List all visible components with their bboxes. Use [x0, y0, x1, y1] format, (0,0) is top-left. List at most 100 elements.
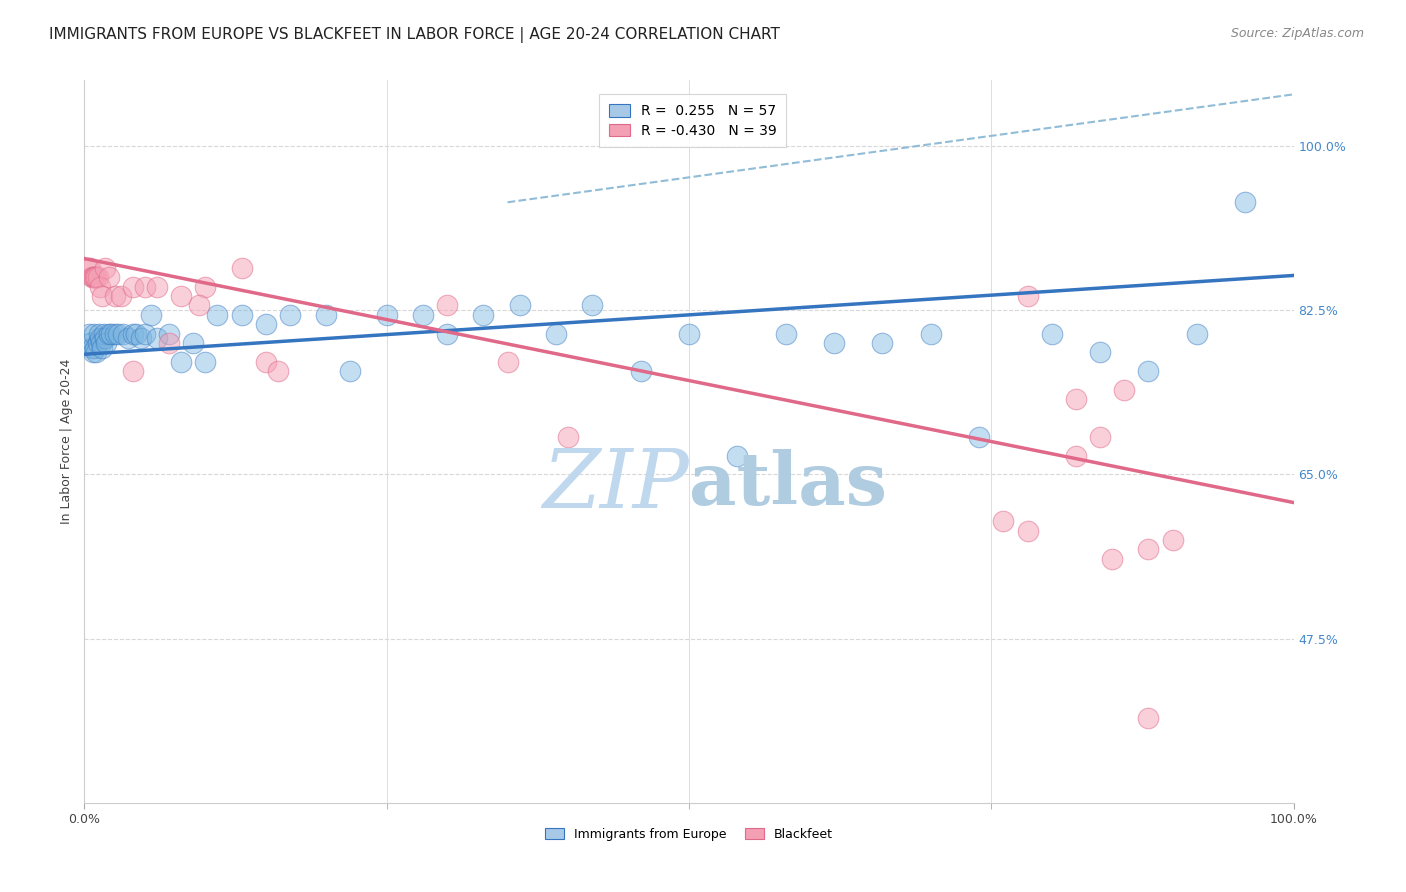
Point: [725, 449, 748, 463]
Point: [1161, 533, 1184, 547]
Point: [170, 355, 193, 369]
Point: [436, 326, 458, 341]
Point: [188, 298, 211, 312]
Point: [79, 336, 101, 351]
Text: IMMIGRANTS FROM EUROPE VS BLACKFEET IN LABOR FORCE | AGE 20-24 CORRELATION CHART: IMMIGRANTS FROM EUROPE VS BLACKFEET IN L…: [49, 27, 780, 43]
Point: [1064, 392, 1087, 407]
Point: [121, 364, 143, 378]
Point: [1185, 326, 1208, 341]
Point: [129, 331, 152, 345]
Point: [90, 336, 112, 351]
Point: [100, 326, 122, 341]
Point: [1017, 289, 1039, 303]
Text: atlas: atlas: [689, 450, 887, 520]
Point: [1114, 383, 1136, 397]
Point: [91, 289, 114, 303]
Point: [509, 298, 531, 312]
Point: [1088, 430, 1111, 444]
Point: [86, 345, 108, 359]
Point: [94, 336, 117, 351]
Point: [436, 298, 458, 312]
Point: [121, 326, 143, 341]
Point: [630, 364, 652, 378]
Point: [157, 326, 180, 341]
Point: [194, 279, 217, 293]
Point: [170, 289, 193, 303]
Point: [993, 514, 1015, 528]
Point: [82, 270, 104, 285]
Point: [1040, 326, 1063, 341]
Point: [412, 308, 434, 322]
Point: [84, 341, 107, 355]
Point: [93, 326, 115, 341]
Point: [544, 326, 567, 341]
Point: [315, 308, 337, 322]
Point: [89, 331, 111, 345]
Point: [82, 345, 104, 359]
Point: [80, 341, 103, 355]
Point: [472, 308, 495, 322]
Point: [134, 326, 156, 341]
Point: [125, 326, 148, 341]
Point: [967, 430, 990, 444]
Point: [678, 326, 700, 341]
Point: [146, 279, 169, 293]
Point: [121, 279, 143, 293]
Point: [1234, 195, 1257, 210]
Point: [112, 326, 135, 341]
Point: [1101, 551, 1123, 566]
Text: ZIP: ZIP: [543, 445, 689, 524]
Point: [86, 336, 108, 351]
Point: [267, 364, 290, 378]
Point: [231, 260, 253, 275]
Point: [1088, 345, 1111, 359]
Point: [920, 326, 942, 341]
Point: [339, 364, 361, 378]
Point: [79, 260, 101, 275]
Point: [77, 260, 100, 275]
Text: Source: ZipAtlas.com: Source: ZipAtlas.com: [1230, 27, 1364, 40]
Y-axis label: In Labor Force | Age 20-24: In Labor Force | Age 20-24: [60, 359, 73, 524]
Point: [83, 270, 105, 285]
Point: [91, 341, 114, 355]
Point: [87, 326, 110, 341]
Point: [89, 279, 111, 293]
Point: [1137, 542, 1160, 557]
Point: [97, 326, 120, 341]
Point: [117, 331, 139, 345]
Point: [83, 326, 105, 341]
Point: [146, 331, 169, 345]
Point: [231, 308, 253, 322]
Point: [581, 298, 603, 312]
Point: [1017, 524, 1039, 538]
Point: [194, 355, 217, 369]
Point: [94, 260, 117, 275]
Point: [86, 270, 108, 285]
Point: [872, 336, 894, 351]
Point: [77, 326, 100, 341]
Point: [104, 326, 127, 341]
Point: [107, 326, 129, 341]
Point: [104, 289, 127, 303]
Point: [775, 326, 797, 341]
Point: [94, 331, 117, 345]
Point: [80, 270, 103, 285]
Point: [254, 355, 277, 369]
Point: [375, 308, 398, 322]
Point: [157, 336, 180, 351]
Point: [139, 308, 162, 322]
Point: [557, 430, 579, 444]
Point: [110, 289, 132, 303]
Point: [181, 336, 204, 351]
Point: [1137, 364, 1160, 378]
Point: [496, 355, 519, 369]
Point: [254, 318, 277, 332]
Point: [278, 308, 301, 322]
Point: [1064, 449, 1087, 463]
Legend: Immigrants from Europe, Blackfeet: Immigrants from Europe, Blackfeet: [538, 822, 839, 847]
Point: [207, 308, 229, 322]
Point: [134, 279, 156, 293]
Point: [86, 270, 108, 285]
Point: [84, 270, 107, 285]
Point: [97, 270, 120, 285]
